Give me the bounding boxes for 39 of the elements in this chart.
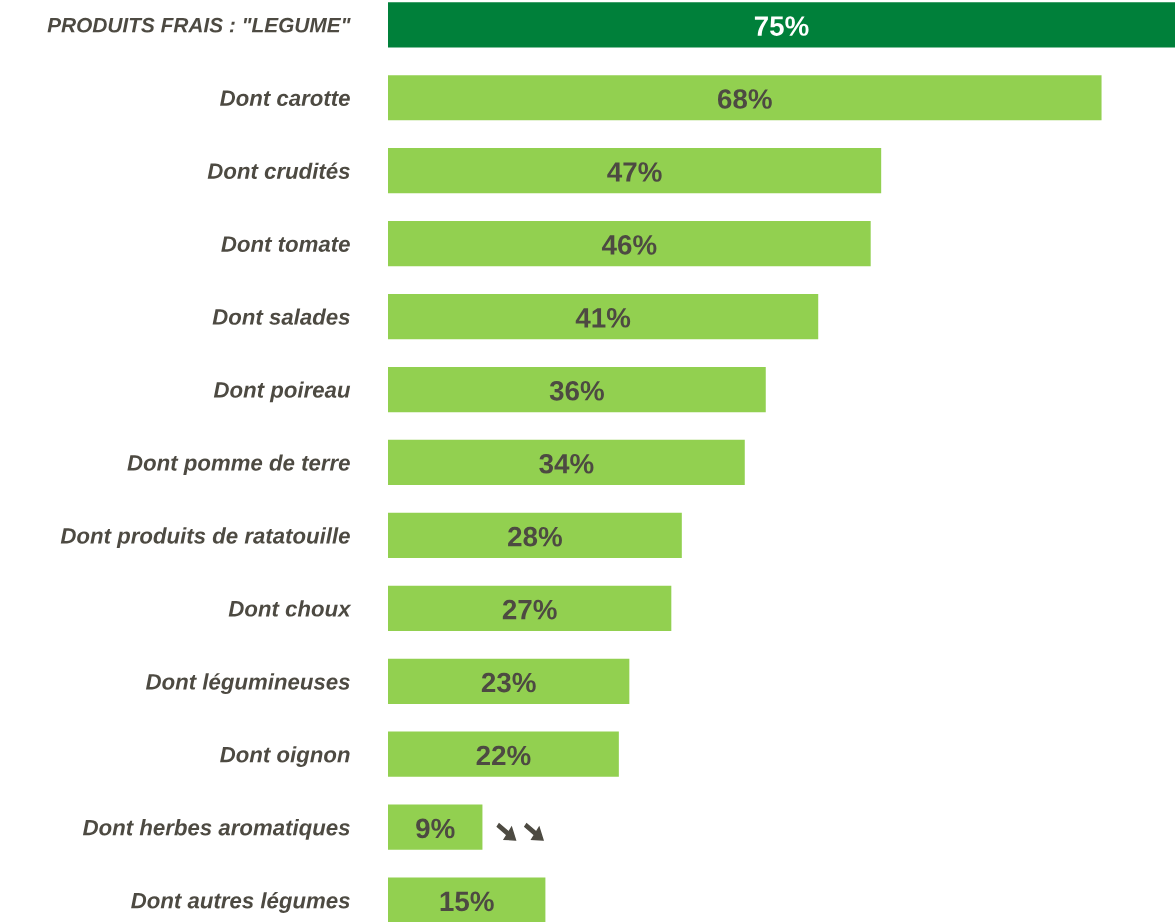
bar [388, 148, 882, 194]
y-tick-label: Dont légumineuses [145, 673, 350, 695]
bar [388, 293, 819, 340]
bar [388, 877, 546, 922]
data-label: 47% [607, 162, 662, 182]
bar [388, 366, 766, 413]
bar [388, 221, 871, 267]
bar [388, 512, 682, 559]
data-label: 75% [754, 16, 809, 36]
data-label: 46% [601, 235, 657, 255]
data-label: 28% [508, 526, 562, 547]
data-label: 41% [575, 308, 631, 328]
data-label: 9% [416, 818, 455, 839]
y-tick-label: Dont carotte [220, 90, 350, 107]
bar [388, 2, 1175, 48]
bar [388, 439, 745, 486]
data-label: 23% [481, 672, 536, 693]
bar [388, 804, 483, 850]
y-tick-label: PRODUITS FRAIS : "LEGUME" [47, 17, 351, 33]
y-tick-label: Dont crudités [207, 162, 350, 179]
y-tick-label: Dont tomate [221, 236, 350, 252]
y-tick-label: Dont oignon [220, 746, 350, 767]
y-tick-label: Dont poireau [213, 381, 351, 403]
y-tick-label: Dont herbes aromatiques [82, 819, 350, 840]
data-label: 34% [539, 453, 594, 474]
y-tick-label: Dont autres légumes [131, 891, 350, 913]
bar [388, 658, 630, 704]
bar [388, 585, 672, 631]
data-label: 68% [717, 89, 772, 109]
y-tick-label: Dont pomme de terre [127, 454, 350, 476]
data-label: 27% [502, 599, 557, 620]
data-label: 22% [476, 745, 531, 766]
bar [388, 731, 619, 777]
y-tick-label: Dont choux [228, 600, 352, 617]
data-label: 15% [440, 891, 494, 912]
data-label: 36% [549, 380, 604, 401]
y-tick-label: Dont produits de ratatouille [60, 527, 350, 549]
bar [388, 75, 1102, 121]
y-tick-label: Dont salades [212, 308, 350, 325]
